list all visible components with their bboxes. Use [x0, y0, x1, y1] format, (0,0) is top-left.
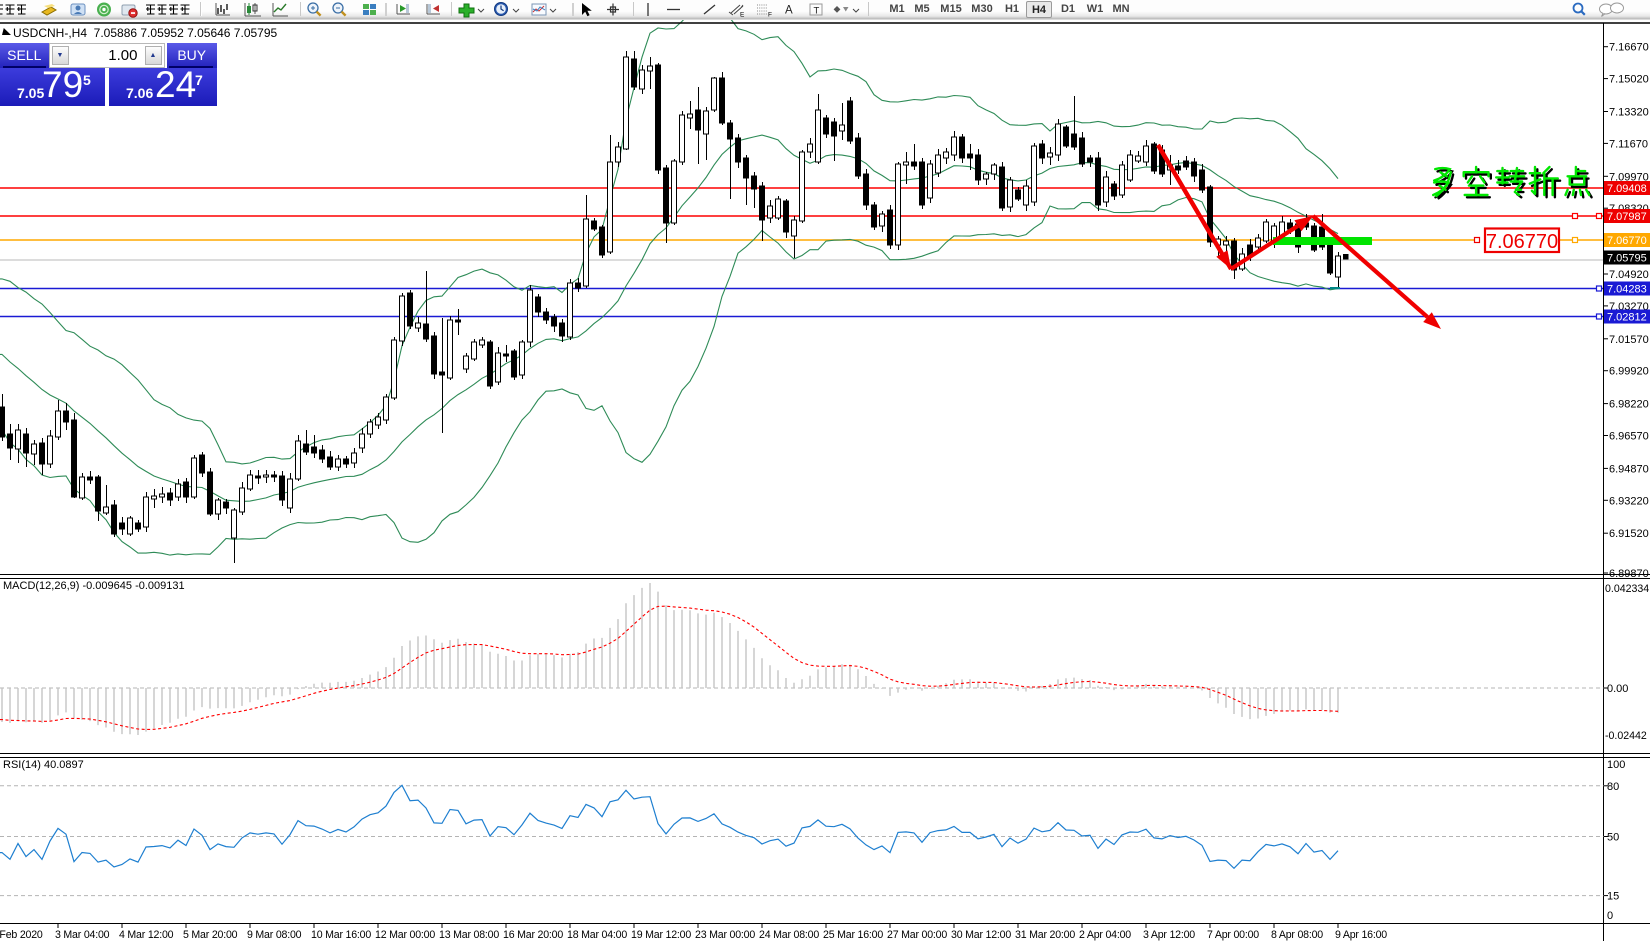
svg-text:7.04283: 7.04283	[1607, 284, 1647, 296]
svg-text:9 Mar 08:00: 9 Mar 08:00	[247, 929, 302, 941]
svg-text:18 Mar 04:00: 18 Mar 04:00	[567, 929, 627, 941]
svg-text:19 Mar 12:00: 19 Mar 12:00	[631, 929, 691, 941]
svg-text:6.96570: 6.96570	[1609, 431, 1649, 443]
svg-text:30 Mar 12:00: 30 Mar 12:00	[951, 929, 1011, 941]
svg-text:16 Mar 20:00: 16 Mar 20:00	[503, 929, 563, 941]
svg-text:7.05795: 7.05795	[1607, 253, 1647, 265]
svg-text:7.15020: 7.15020	[1609, 74, 1649, 86]
svg-text:13 Mar 08:00: 13 Mar 08:00	[439, 929, 499, 941]
svg-text:6.98220: 6.98220	[1609, 399, 1649, 411]
svg-text:7.16670: 7.16670	[1609, 42, 1649, 54]
svg-text:7.02812: 7.02812	[1607, 312, 1647, 324]
svg-text:T: T	[814, 6, 820, 17]
svg-text:MACD(12,26,9) -0.009645 -0.009: MACD(12,26,9) -0.009645 -0.009131	[3, 580, 185, 592]
svg-text:9 Apr 16:00: 9 Apr 16:00	[1335, 929, 1387, 941]
svg-text:4 Mar 12:00: 4 Mar 12:00	[119, 929, 174, 941]
svg-text:7 Apr 00:00: 7 Apr 00:00	[1207, 929, 1259, 941]
svg-text:7.07987: 7.07987	[1607, 211, 1647, 223]
svg-text:7.01570: 7.01570	[1609, 334, 1649, 346]
svg-text:12 Mar 00:00: 12 Mar 00:00	[375, 929, 435, 941]
svg-text:8 Apr 08:00: 8 Apr 08:00	[1271, 929, 1323, 941]
svg-text:10 Mar 16:00: 10 Mar 16:00	[311, 929, 371, 941]
svg-text:24 Mar 08:00: 24 Mar 08:00	[759, 929, 819, 941]
svg-text:3 Apr 12:00: 3 Apr 12:00	[1143, 929, 1195, 941]
svg-text:15: 15	[1607, 891, 1619, 903]
svg-text:7.06770: 7.06770	[1607, 235, 1647, 247]
svg-text:6.94870: 6.94870	[1609, 463, 1649, 475]
svg-text:7.09408: 7.09408	[1607, 183, 1647, 195]
svg-text:6.89870: 6.89870	[1609, 568, 1649, 580]
svg-text:2 Apr 04:00: 2 Apr 04:00	[1079, 929, 1131, 941]
svg-text:7.06770: 7.06770	[1486, 231, 1558, 253]
svg-text:7.13320: 7.13320	[1609, 107, 1649, 119]
svg-text:-0.02442: -0.02442	[1605, 730, 1647, 742]
svg-text:31 Mar 20:00: 31 Mar 20:00	[1015, 929, 1075, 941]
svg-text:23 Mar 00:00: 23 Mar 00:00	[695, 929, 755, 941]
svg-text:F: F	[768, 12, 772, 19]
svg-text:80: 80	[1607, 781, 1619, 793]
svg-text:3 Feb 2020: 3 Feb 2020	[0, 929, 43, 941]
svg-text:6.91520: 6.91520	[1609, 528, 1649, 540]
svg-text:5 Mar 20:00: 5 Mar 20:00	[183, 929, 238, 941]
svg-text:27 Mar 00:00: 27 Mar 00:00	[887, 929, 947, 941]
svg-text:7.11670: 7.11670	[1609, 138, 1648, 150]
svg-text:7.04920: 7.04920	[1609, 269, 1649, 281]
svg-text:0.042334: 0.042334	[1605, 583, 1649, 595]
svg-text:100: 100	[1607, 759, 1625, 771]
svg-text:6.93220: 6.93220	[1609, 495, 1649, 507]
svg-text:0.00: 0.00	[1607, 683, 1628, 695]
svg-text:A: A	[785, 5, 793, 17]
svg-text:6.99920: 6.99920	[1609, 366, 1649, 378]
svg-text:3 Mar 04:00: 3 Mar 04:00	[55, 929, 110, 941]
svg-text:0: 0	[1607, 910, 1613, 922]
svg-text:7.09970: 7.09970	[1609, 171, 1649, 183]
svg-text:25 Mar 16:00: 25 Mar 16:00	[823, 929, 883, 941]
svg-text:50: 50	[1607, 832, 1619, 844]
svg-text:E: E	[740, 12, 745, 19]
svg-text:RSI(14) 40.0897: RSI(14) 40.0897	[3, 759, 84, 771]
